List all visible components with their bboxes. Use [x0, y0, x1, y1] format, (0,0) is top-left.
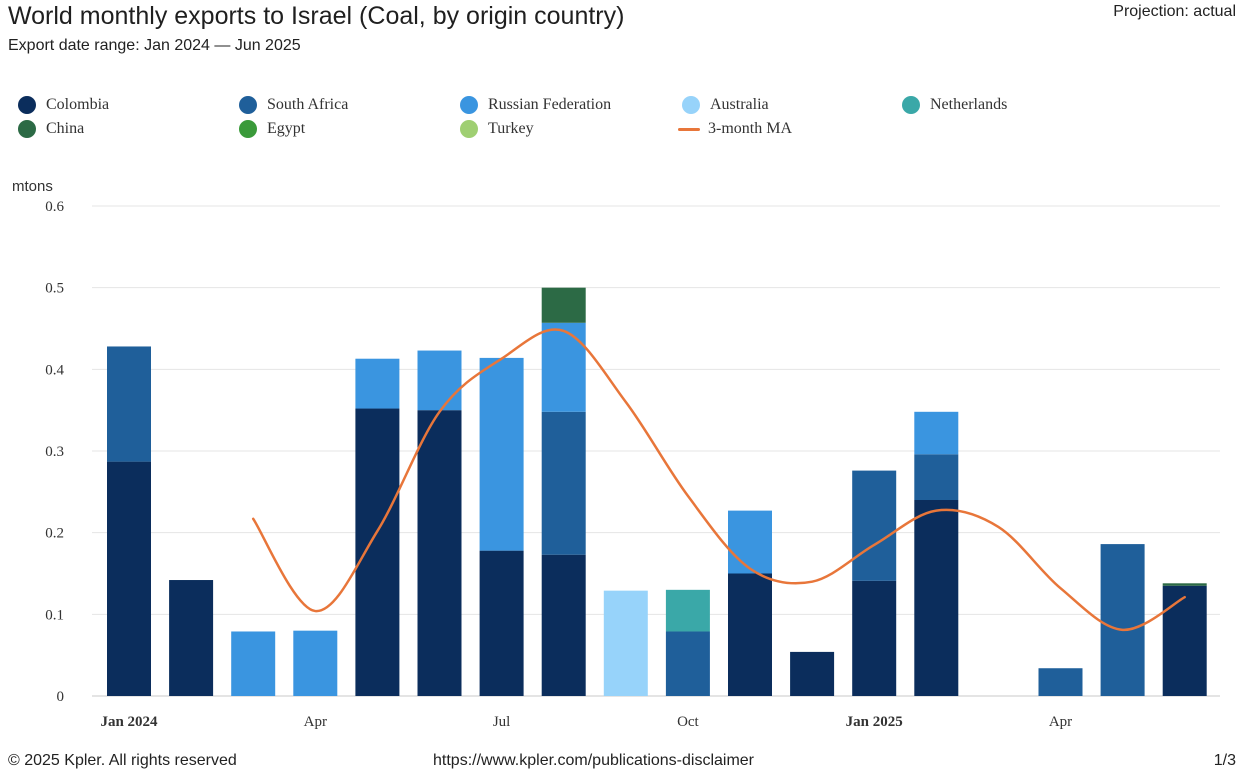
bar-russian-federation [231, 631, 275, 696]
bar-south-africa [666, 631, 710, 696]
bar-colombia [169, 580, 213, 696]
y-tick-label: 0.6 [45, 199, 64, 215]
bar-south-africa [1101, 544, 1145, 696]
bar-colombia [852, 581, 896, 696]
bar-china [542, 288, 586, 323]
x-tick-label: Apr [304, 714, 327, 730]
bar-colombia [790, 652, 834, 696]
bar-russian-federation [293, 631, 337, 696]
bar-colombia [914, 500, 958, 696]
x-tick-label: Oct [677, 714, 699, 730]
y-tick-label: 0 [57, 689, 65, 705]
y-tick-label: 0.1 [45, 607, 64, 623]
x-tick-label: Jan 2024 [100, 714, 158, 730]
bar-russian-federation [418, 351, 462, 411]
bar-south-africa [542, 412, 586, 555]
footer-disclaimer-link[interactable]: https://www.kpler.com/publications-discl… [433, 752, 754, 770]
bar-australia [604, 591, 648, 696]
x-tick-label: Jan 2025 [846, 714, 903, 730]
bar-russian-federation [480, 358, 524, 551]
bar-south-africa [1039, 668, 1083, 696]
bar-colombia [542, 555, 586, 696]
x-tick-label: Jul [493, 714, 511, 730]
footer-copyright: © 2025 Kpler. All rights reserved [8, 752, 237, 770]
x-tick-label: Apr [1049, 714, 1072, 730]
y-tick-label: 0.5 [45, 281, 64, 297]
bar-colombia [480, 551, 524, 696]
bar-russian-federation [355, 359, 399, 409]
y-tick-label: 0.4 [45, 362, 64, 378]
bar-china [1163, 583, 1207, 585]
y-axis-label: mtons [12, 178, 53, 195]
bar-russian-federation [728, 511, 772, 574]
bar-russian-federation [542, 323, 586, 412]
bar-colombia [107, 462, 151, 696]
bar-colombia [1163, 586, 1207, 696]
y-tick-label: 0.3 [45, 444, 64, 460]
bar-colombia [418, 410, 462, 696]
bar-south-africa [852, 471, 896, 581]
y-tick-label: 0.2 [45, 526, 64, 542]
bar-south-africa [107, 346, 151, 461]
bar-south-africa [914, 454, 958, 500]
bar-russian-federation [914, 412, 958, 454]
bar-netherlands [666, 590, 710, 632]
bar-colombia [728, 574, 772, 697]
bar-colombia [355, 409, 399, 696]
stacked-bar-chart: mtons 0 0.1 0.2 0.3 0.4 0.5 0.6 Jan 2024 Apr Jul Oc… [0, 0, 1244, 778]
footer-page-number: 1/3 [1214, 752, 1236, 770]
